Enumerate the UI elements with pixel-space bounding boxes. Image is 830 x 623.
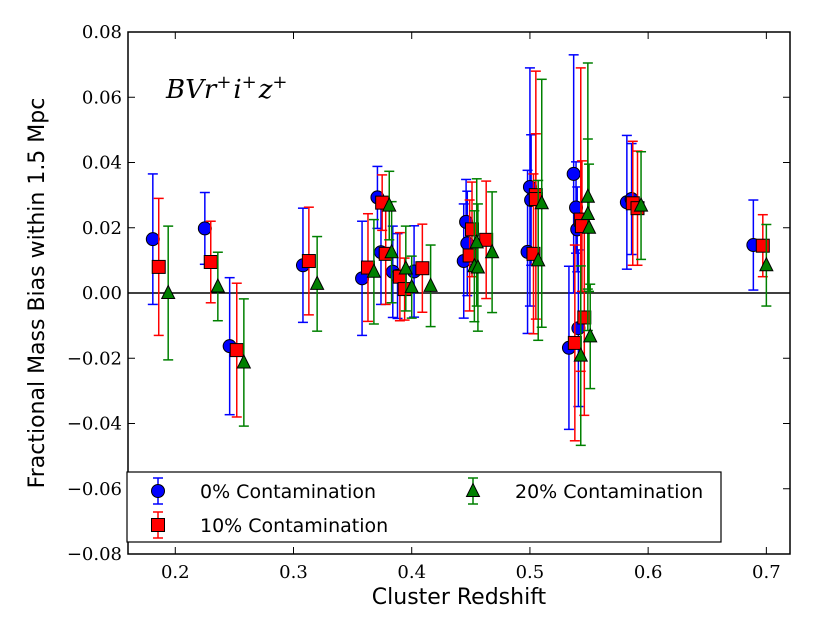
legend-label: 10% Contamination bbox=[200, 515, 388, 537]
legend-marker-square bbox=[151, 518, 165, 532]
data-point-triangle bbox=[573, 347, 589, 362]
data-point-triangle bbox=[582, 327, 598, 343]
data-point-triangle bbox=[759, 256, 774, 272]
legend-label: 0% Contamination bbox=[200, 481, 376, 503]
annotation-text: BV bbox=[165, 75, 206, 105]
axis-layer: 0.2 0.3 0.4 0.5 0.6 0.7 −0.08 −0.06 −0.04 −0.02 0.… bbox=[67, 22, 790, 583]
legend: 0% Contamination 10% Contamination 20% Con… bbox=[126, 471, 722, 543]
data-point-square bbox=[301, 254, 316, 269]
y-tick-label: 0.08 bbox=[82, 22, 122, 43]
data-point-triangle bbox=[534, 194, 550, 210]
data-point-triangle bbox=[309, 275, 325, 290]
annotation-letter: z bbox=[258, 75, 273, 105]
data-point-triangle bbox=[236, 353, 252, 369]
y-tick-label: −0.02 bbox=[67, 348, 122, 369]
y-tick-label: 0.02 bbox=[82, 218, 122, 239]
data-point-circle bbox=[566, 166, 581, 181]
legend-items: 0% Contamination 10% Contamination 20% Con… bbox=[151, 477, 703, 539]
y-tick-label: −0.04 bbox=[67, 414, 122, 435]
data-point-triangle bbox=[580, 188, 596, 203]
data-point-triangle bbox=[423, 277, 438, 292]
data-point-circle bbox=[197, 221, 212, 236]
series-triangle bbox=[160, 62, 774, 447]
data-point-square bbox=[203, 255, 218, 270]
y-tick-label: 0.06 bbox=[82, 87, 122, 108]
data-point-triangle bbox=[469, 233, 485, 249]
y-tick-label: 0.00 bbox=[82, 283, 122, 304]
data-point-triangle bbox=[210, 277, 226, 293]
legend-box bbox=[126, 471, 722, 543]
data-point-square bbox=[755, 238, 770, 253]
x-tick-label: 0.5 bbox=[516, 562, 545, 583]
legend-marker-triangle bbox=[465, 482, 481, 497]
legend-label: 20% Contamination bbox=[515, 481, 703, 503]
data-point-triangle bbox=[633, 196, 649, 212]
data-point-triangle bbox=[581, 219, 597, 234]
data-point-square bbox=[577, 310, 592, 325]
data-point-triangle bbox=[160, 284, 176, 299]
y-axis-label: Fractional Mass Bias within 1.5 Mpc bbox=[25, 98, 50, 489]
data-point-triangle bbox=[404, 278, 420, 294]
x-axis-label: Cluster Redshift bbox=[372, 585, 547, 610]
annotation-superscript: + bbox=[242, 72, 257, 93]
annotation-letter: i bbox=[233, 75, 241, 105]
x-tick-label: 0.4 bbox=[397, 562, 426, 583]
x-tick-label: 0.7 bbox=[752, 562, 781, 583]
annotation-superscript: + bbox=[216, 72, 231, 93]
annotation-letter: r bbox=[204, 75, 218, 105]
data-point-triangle bbox=[398, 259, 414, 275]
data-point-triangle bbox=[366, 263, 382, 278]
data-point-square bbox=[567, 335, 582, 350]
data-point-triangle bbox=[381, 196, 397, 212]
legend-marker-circle bbox=[151, 484, 165, 498]
y-tick-label: −0.08 bbox=[67, 544, 122, 565]
data-point-triangle bbox=[470, 258, 486, 274]
data-point-circle bbox=[145, 232, 160, 247]
x-tick-label: 0.2 bbox=[161, 562, 190, 583]
data-point-triangle bbox=[384, 243, 399, 259]
annotation-bands: BVr+ i+ z+ bbox=[165, 72, 287, 105]
x-tick-label: 0.3 bbox=[279, 562, 308, 583]
annotation-superscript: + bbox=[272, 72, 287, 93]
data-point-triangle bbox=[530, 251, 546, 267]
x-tick-label: 0.6 bbox=[634, 562, 663, 583]
data-point-triangle bbox=[484, 243, 500, 259]
data-point-triangle bbox=[580, 205, 596, 221]
series-square bbox=[151, 67, 770, 442]
data-point-square bbox=[151, 259, 166, 274]
plot-layer bbox=[128, 54, 790, 447]
data-point-square bbox=[415, 261, 430, 276]
y-tick-label: −0.06 bbox=[67, 479, 122, 500]
y-tick-label: 0.04 bbox=[82, 153, 122, 174]
data-point-square bbox=[229, 343, 244, 358]
